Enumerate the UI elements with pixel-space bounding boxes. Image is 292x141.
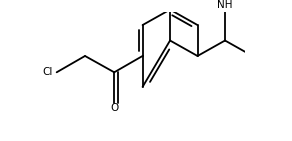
Text: O: O: [110, 103, 118, 113]
Text: NH: NH: [217, 0, 233, 10]
Text: Cl: Cl: [42, 67, 52, 77]
